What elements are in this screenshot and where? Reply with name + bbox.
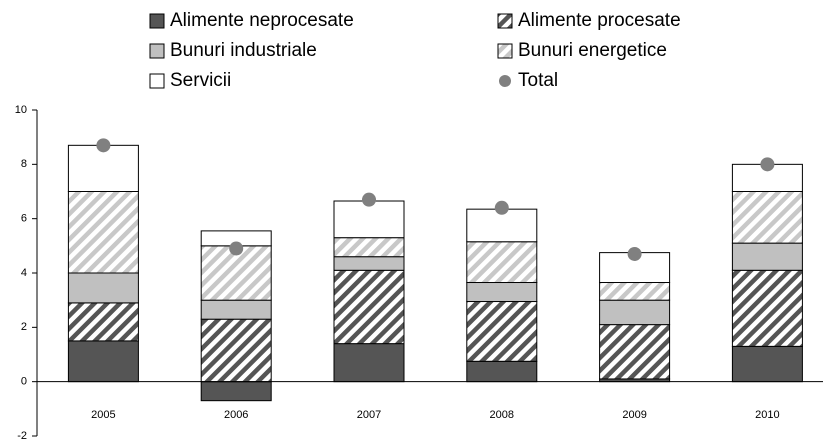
bar-segment xyxy=(599,282,671,301)
bar-segment xyxy=(333,343,405,383)
y-tick-label: 2 xyxy=(21,321,27,333)
x-tick-label: 2009 xyxy=(622,409,646,421)
legend-swatch xyxy=(497,13,513,29)
y-tick-label: -2 xyxy=(17,430,27,441)
bar-segment xyxy=(333,237,405,258)
bar-segment xyxy=(67,144,139,192)
y-tick-label: 0 xyxy=(21,376,27,388)
y-tick-label: 8 xyxy=(21,158,27,170)
legend-swatch xyxy=(149,43,165,59)
bar-segment xyxy=(731,242,803,271)
y-tick-label: 4 xyxy=(21,267,27,279)
total-marker xyxy=(760,157,775,172)
legend-swatch xyxy=(149,13,165,29)
y-tick-label: 6 xyxy=(21,213,27,225)
bar-segment xyxy=(67,340,139,383)
x-tick-label: 2007 xyxy=(357,409,381,421)
x-tick-label: 2010 xyxy=(755,409,779,421)
bar-segment xyxy=(466,282,538,303)
bar-segment xyxy=(731,269,803,347)
total-marker xyxy=(96,138,111,153)
legend-marker xyxy=(499,75,511,87)
legend-label: Alimente procesate xyxy=(518,10,681,31)
bar-segment xyxy=(200,318,272,383)
bar-segment xyxy=(67,191,139,274)
bar-segment xyxy=(67,272,139,304)
bar-segment xyxy=(67,302,139,342)
total-marker xyxy=(494,200,509,215)
y-tick-label: 10 xyxy=(15,104,27,116)
bar-segment xyxy=(599,299,671,326)
bar-segment xyxy=(599,324,671,380)
total-marker xyxy=(627,246,642,261)
bar-segment xyxy=(200,299,272,320)
total-marker xyxy=(229,241,244,256)
legend-label: Bunuri industriale xyxy=(170,40,317,61)
x-tick-label: 2006 xyxy=(224,409,248,421)
bar-segment xyxy=(333,200,405,239)
legend-swatch xyxy=(149,73,165,89)
bar-segment xyxy=(731,191,803,244)
bar-segment xyxy=(466,241,538,284)
legend-label: Bunuri energetice xyxy=(518,40,667,61)
legend-label: Alimente neprocesate xyxy=(170,10,354,31)
bar-segment xyxy=(466,301,538,362)
total-marker xyxy=(362,192,376,207)
x-tick-label: 2008 xyxy=(490,409,514,421)
legend-swatch xyxy=(497,43,513,59)
bar-segment xyxy=(466,360,538,383)
legend-label: Total xyxy=(518,70,558,91)
x-tick-label: 2005 xyxy=(91,409,115,421)
legend-label: Servicii xyxy=(170,70,231,91)
bar-segment xyxy=(200,381,272,402)
bar-segment xyxy=(333,269,405,345)
bar-segment xyxy=(333,256,405,271)
bar-segment xyxy=(731,345,803,383)
